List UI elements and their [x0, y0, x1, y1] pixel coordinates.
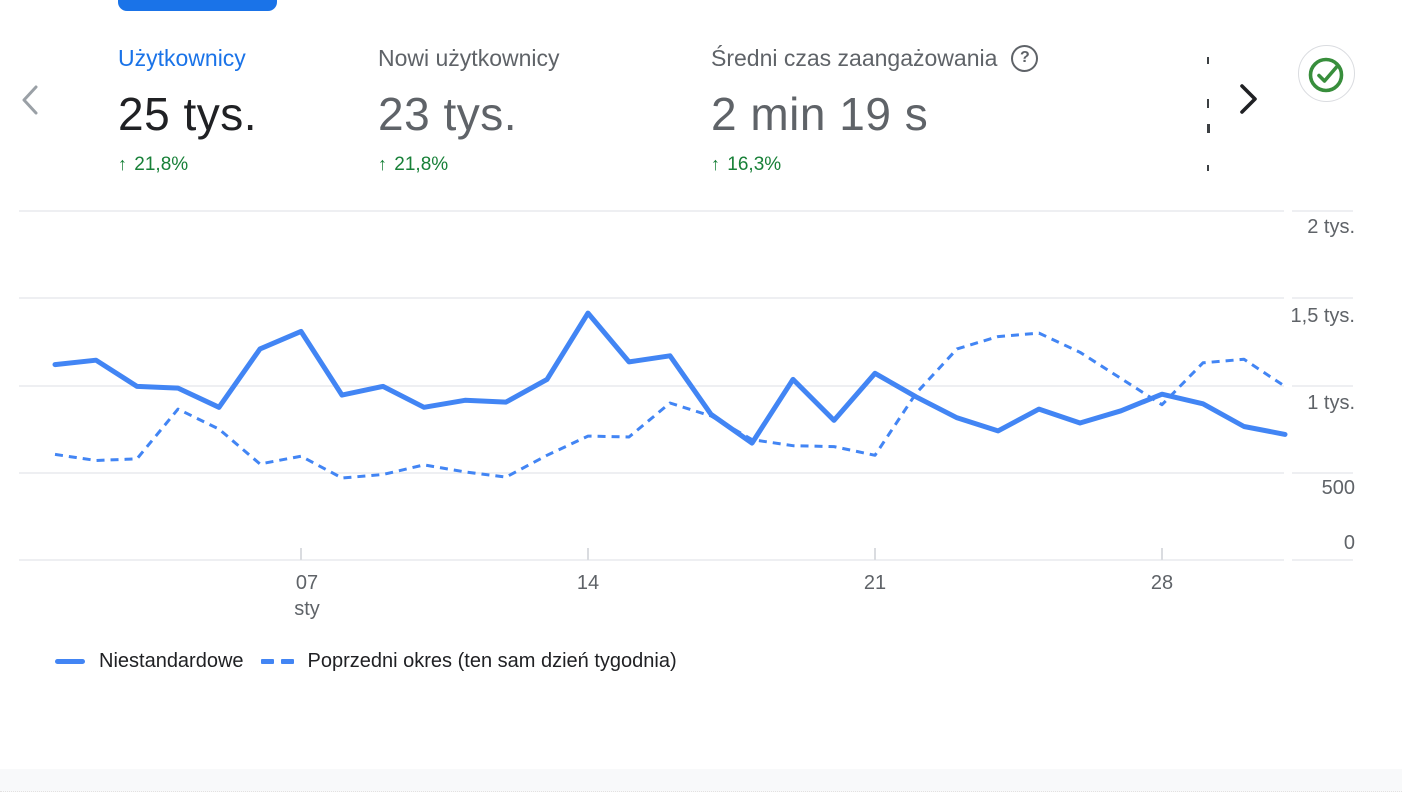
metric-value: 2 min 19 s	[711, 88, 929, 140]
chart-legend: Niestandardowe Poprzedni okres (ten sam …	[55, 650, 677, 673]
metric-label: Nowi użytkownicy	[378, 45, 560, 71]
bottom-panel-edge	[0, 769, 1402, 792]
y-tick-label: 0	[1343, 532, 1355, 554]
up-arrow-icon: ↑	[711, 154, 720, 174]
metric-card-new-users[interactable]: Nowi użytkownicy 23 tys. ↑ 21,8%	[378, 44, 560, 176]
check-circle-icon	[1308, 57, 1343, 92]
gridlines	[19, 210, 1353, 561]
x-tick-label: 28	[1150, 572, 1174, 594]
metric-change: ↑ 21,8%	[118, 154, 189, 175]
metric-card-avg-engagement-time[interactable]: Średni czas zaangażowania ? 2 min 19 s ↑…	[711, 44, 1039, 176]
previous-metrics-button[interactable]	[18, 83, 44, 117]
legend-label: Poprzedni okres (ten sam dzień tygodnia)	[307, 650, 677, 672]
chevron-left-icon	[22, 85, 38, 115]
y-tick-label: 2 tys.	[1307, 216, 1355, 238]
custom-period-line	[52, 310, 1288, 446]
up-arrow-icon: ↑	[118, 154, 127, 174]
data-quality-check-button[interactable]	[1298, 45, 1355, 102]
x-tick-label: 14	[576, 572, 600, 594]
dashed-line-swatch-icon	[260, 659, 294, 664]
metric-label: Użytkownicy	[118, 45, 246, 71]
legend-item-previous-period: Poprzedni okres (ten sam dzień tygodnia)	[260, 650, 677, 673]
y-tick-label: 1 tys.	[1307, 392, 1355, 414]
x-tick-label: 07	[295, 572, 319, 594]
up-arrow-icon: ↑	[378, 154, 387, 174]
y-tick-label: 500	[1321, 477, 1355, 499]
metric-label: Średni czas zaangażowania ?	[711, 44, 1039, 72]
chevron-right-icon	[1240, 84, 1257, 114]
next-metrics-button[interactable]	[1234, 82, 1262, 116]
previous-period-line	[54, 331, 1286, 480]
metric-change: ↑ 16,3%	[711, 154, 782, 175]
metric-value: 23 tys.	[378, 88, 518, 140]
x-tick-month-label: sty	[294, 598, 320, 620]
metric-change: ↑ 21,8%	[378, 154, 449, 175]
metric-value: 25 tys.	[118, 88, 258, 140]
metric-card-users[interactable]: Użytkownicy 25 tys. ↑ 21,8%	[118, 44, 257, 176]
solid-line-swatch-icon	[55, 659, 85, 664]
help-icon[interactable]: ?	[1011, 44, 1039, 72]
x-tick-label: 21	[863, 572, 887, 594]
y-tick-label: 1,5 tys.	[1290, 305, 1355, 327]
active-tab-indicator	[118, 0, 277, 11]
x-tick-marks	[300, 548, 1163, 560]
legend-item-custom: Niestandardowe	[55, 650, 244, 673]
legend-label: Niestandardowe	[99, 650, 244, 672]
